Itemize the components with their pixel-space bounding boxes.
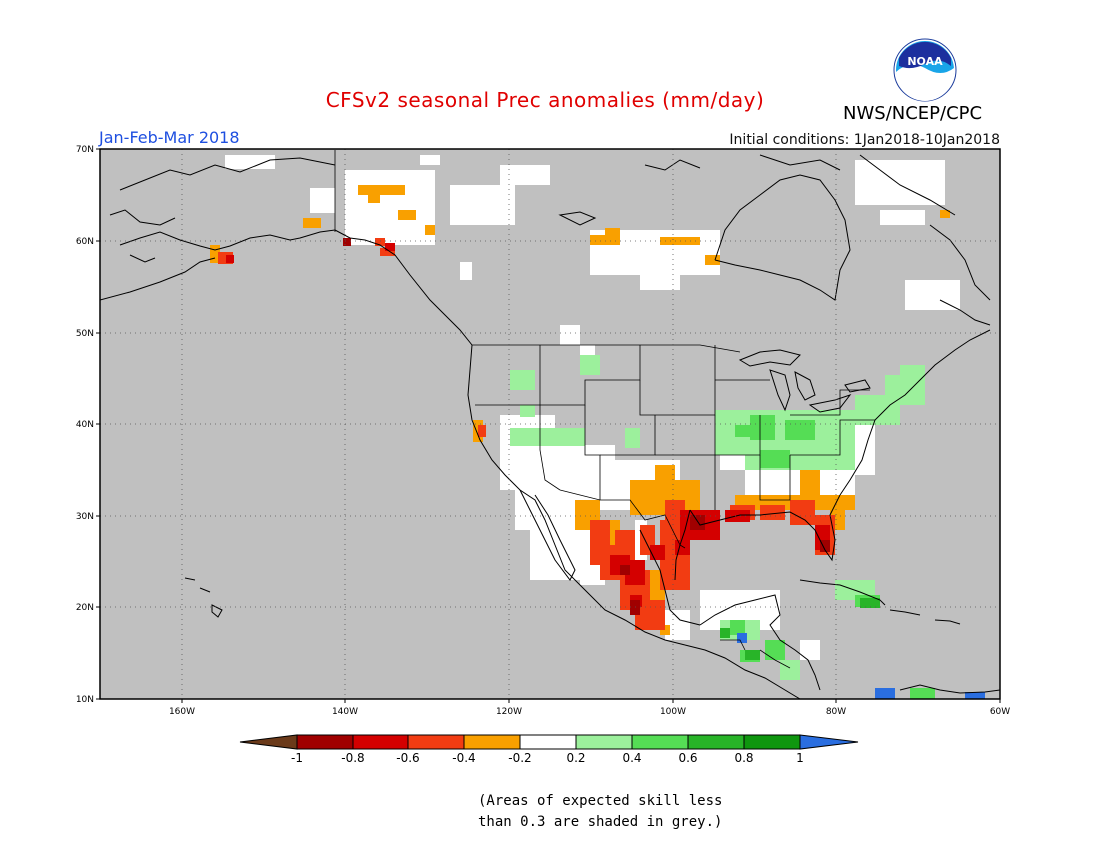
colorbar-bin-5: [519, 734, 577, 750]
footnote-line-2: than 0.3 are shaded in grey.): [478, 814, 723, 830]
colorbar-lt-minus1: [239, 734, 298, 750]
noaa-logo-text: NOAA: [907, 55, 943, 68]
lon-label-60w: 60W: [990, 707, 1010, 717]
lat-label-70n: 70N: [76, 145, 94, 155]
noaa-logo: NOAA: [893, 38, 957, 102]
footnote-line-1: (Areas of expected skill less: [478, 793, 723, 809]
dry-0.6-0.8-areas: [226, 243, 830, 607]
skill-footnote: (Areas of expected skill less than 0.3 a…: [478, 791, 722, 833]
initial-conditions-label: Initial conditions: 1Jan2018-10Jan2018: [729, 132, 1000, 148]
lon-label-80w: 80W: [826, 707, 846, 717]
lon-label-100w: 100W: [660, 707, 686, 717]
colorbar-bin-7: [631, 734, 689, 750]
agency-label: NWS/NCEP/CPC: [843, 103, 983, 124]
colorbar-bin-1: [296, 734, 354, 750]
lon-label-120w: 120W: [496, 707, 522, 717]
colorbar-bin-8: [687, 734, 745, 750]
chart-title: CFSv2 seasonal Prec anomalies (mm/day): [325, 88, 765, 112]
anomaly-fields: [100, 150, 1000, 699]
colorbar-gt-1: [799, 734, 859, 750]
lon-label-140w: 140W: [332, 707, 358, 717]
colorbar-bin-6: [575, 734, 633, 750]
colorbar-label: -0.8: [341, 751, 364, 765]
colorbar: [239, 734, 859, 750]
colorbar-label: -0.4: [452, 751, 475, 765]
colorbar-bin-2: [352, 734, 409, 750]
season-label: Jan-Feb-Mar 2018: [99, 128, 240, 147]
colorbar-labels: -1 -0.8 -0.6 -0.4 -0.2 0.2 0.4 0.6 0.8 1: [291, 751, 804, 765]
wet-gt-1-areas: [737, 633, 985, 699]
lat-label-20n: 20N: [76, 603, 94, 613]
wet-0.2-0.4-areas: [510, 355, 925, 680]
colorbar-label: -1: [291, 751, 303, 765]
colorbar-label: 0.6: [678, 751, 697, 765]
lat-label-50n: 50N: [76, 329, 94, 339]
gridlines: [100, 149, 1000, 699]
colorbar-label: -0.6: [396, 751, 419, 765]
colorbar-label: 0.8: [734, 751, 753, 765]
colorbar-bin-4: [463, 734, 521, 750]
dry-0.8-1-areas: [343, 238, 830, 615]
colorbar-label: 0.2: [566, 751, 585, 765]
tick-marks: [96, 148, 1001, 703]
lat-label-60n: 60N: [76, 237, 94, 247]
wet-0.4-0.6-areas: [730, 415, 935, 699]
colorbar-label: 1: [796, 751, 804, 765]
lat-label-30n: 30N: [76, 512, 94, 522]
colorbar-label: 0.4: [622, 751, 641, 765]
lat-label-40n: 40N: [76, 420, 94, 430]
borders: [334, 150, 875, 669]
lat-label-10n: 10N: [76, 695, 94, 705]
colorbar-label: -0.2: [508, 751, 531, 765]
colorbar-bin-3: [407, 734, 465, 750]
wet-0.6-0.8-areas: [720, 598, 880, 660]
colorbar-bin-9: [743, 734, 801, 750]
lon-label-160w: 160W: [169, 707, 195, 717]
